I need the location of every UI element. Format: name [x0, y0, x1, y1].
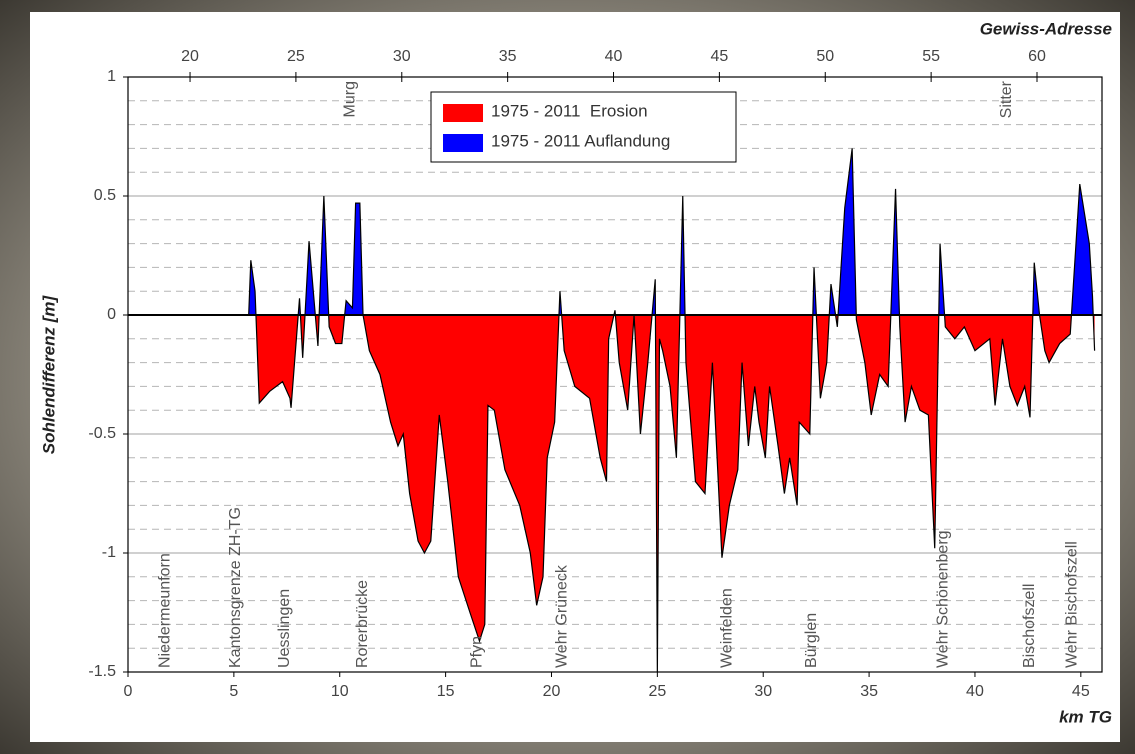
location-label: Bürglen	[803, 613, 820, 668]
y-tick-label: -0.5	[88, 425, 116, 442]
x-tick-label: 15	[437, 683, 455, 700]
x2-tick-label: 25	[287, 48, 305, 65]
y-tick-label: 0.5	[94, 187, 116, 204]
tributary-label: Murg	[342, 81, 359, 117]
x2-tick-label: 55	[922, 48, 940, 65]
y-tick-label: 1	[107, 68, 116, 85]
location-label: Uesslingen	[276, 589, 293, 668]
x2-tick-label: 20	[181, 48, 199, 65]
x-tick-label: 40	[966, 683, 984, 700]
legend-swatch	[443, 104, 483, 122]
location-label: Wehr Bischofszell	[1064, 541, 1081, 668]
y-tick-label: -1	[102, 544, 116, 561]
x-axis-title: km TG	[1059, 707, 1112, 726]
y-axis-title: Sohlendifferenz [m]	[39, 294, 58, 454]
chart: Gewiss-Adresse km TG Sohlendifferenz [m]…	[0, 0, 1135, 754]
y-tick-label: -1.5	[88, 663, 116, 680]
location-label: Rorerbrücke	[354, 580, 371, 668]
y-tick-label: 0	[107, 306, 116, 323]
location-label: Wehr Grüneck	[553, 564, 570, 668]
x-tick-label: 35	[860, 683, 878, 700]
location-label: Pfyn	[469, 636, 486, 668]
x2-tick-label: 50	[816, 48, 834, 65]
x2-tick-label: 60	[1028, 48, 1046, 65]
x2-tick-label: 35	[499, 48, 517, 65]
x2-tick-label: 30	[393, 48, 411, 65]
x2-tick-label: 45	[710, 48, 728, 65]
x-tick-label: 25	[648, 683, 666, 700]
location-label: Kantonsgrenze ZH-TG	[227, 507, 244, 668]
x-tick-label: 30	[754, 683, 772, 700]
x-tick-label: 45	[1072, 683, 1090, 700]
top-axis-title: Gewiss-Adresse	[980, 19, 1112, 38]
page: {"chart_data": { "type": "area", "title"…	[0, 0, 1135, 754]
x-tick-label: 10	[331, 683, 349, 700]
x2-tick-label: 40	[605, 48, 623, 65]
legend-swatch	[443, 134, 483, 152]
location-label: Niedermeunforn	[156, 553, 173, 668]
location-label: Bischofszell	[1021, 584, 1038, 668]
x-tick-label: 0	[124, 683, 133, 700]
legend-label: 1975 - 2011 Erosion	[491, 101, 648, 120]
x-tick-label: 20	[543, 683, 561, 700]
tributary-label: Sitter	[998, 80, 1015, 118]
x-tick-label: 5	[229, 683, 238, 700]
location-label: Weinfelden	[718, 588, 735, 668]
location-label: Wehr Schönenberg	[934, 530, 951, 668]
legend-label: 1975 - 2011 Auflandung	[491, 131, 670, 150]
